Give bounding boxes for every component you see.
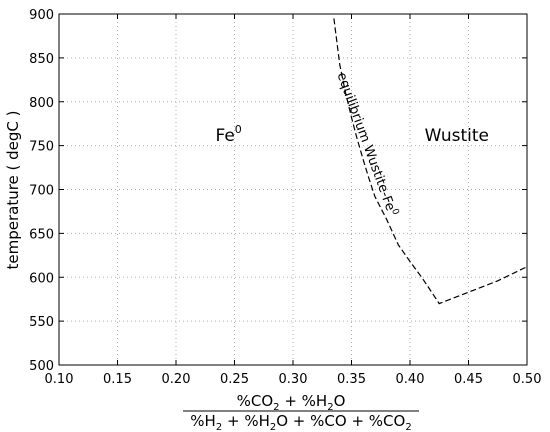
x-tick-label: 0.50 (513, 372, 542, 387)
x-tick-label: 0.25 (220, 372, 249, 387)
x-tick-label: 0.30 (279, 372, 308, 387)
equilibrium-curve-label: equilibrium Wustite-Fe0 (333, 70, 400, 219)
y-tick-label: 700 (29, 184, 54, 199)
x-tick-label: 0.20 (162, 372, 191, 387)
x-tick-label: 0.10 (45, 372, 74, 387)
axis-ticks: 0.10 0.15 0.20 0.25 0.30 0.35 0.40 0.45 0.50 500 5… (29, 8, 541, 387)
x-tick-label: 0.35 (337, 372, 366, 387)
x-axis-label-denominator: %H2 + %H2O + %CO + %CO2 (190, 412, 411, 432)
y-tick-label: 850 (29, 52, 54, 67)
x-axis-label-numerator: %CO2 + %H2O (237, 392, 346, 413)
equilibrium-curve (333, 18, 528, 305)
y-tick-label: 750 (29, 140, 54, 155)
x-axis-label: %CO2 + %H2O %H2 + %H2O + %CO + %CO2 (183, 392, 419, 432)
wustite-region-label: Wustite (425, 126, 489, 146)
y-tick-label: 500 (29, 359, 54, 374)
equilibrium-curve-line (333, 18, 528, 305)
x-tick-label: 0.40 (396, 372, 425, 387)
y-axis-label: temperature ( degC ) (4, 110, 22, 269)
y-tick-label: 600 (29, 271, 54, 286)
x-tick-label: 0.15 (103, 372, 132, 387)
y-tick-label: 900 (29, 8, 54, 23)
y-tick-label: 650 (29, 227, 54, 242)
grid (58, 13, 528, 366)
x-tick-label: 0.45 (454, 372, 483, 387)
fe0-region-label: Fe0 (215, 123, 241, 146)
y-tick-label: 550 (29, 315, 54, 330)
y-tick-label: 800 (29, 96, 54, 111)
